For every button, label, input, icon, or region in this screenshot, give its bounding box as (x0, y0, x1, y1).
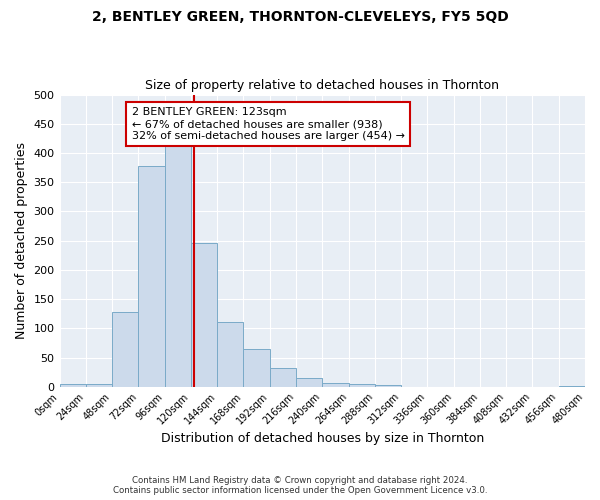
Bar (322, 382, 349, 387)
Bar (164, 142, 191, 387)
Text: 2 BENTLEY GREEN: 123sqm
← 67% of detached houses are smaller (938)
32% of semi-d: 2 BENTLEY GREEN: 123sqm ← 67% of detache… (132, 108, 405, 140)
Bar (244, 349, 270, 387)
Title: Size of property relative to detached houses in Thornton: Size of property relative to detached ho… (145, 79, 499, 92)
Bar (375, 385, 401, 387)
X-axis label: Distribution of detached houses by size in Thornton: Distribution of detached houses by size … (161, 432, 484, 445)
Y-axis label: Number of detached properties: Number of detached properties (15, 142, 28, 339)
Bar (217, 322, 244, 387)
Bar (86, 384, 112, 387)
Bar (139, 166, 164, 387)
Bar (112, 312, 139, 387)
Bar (191, 243, 217, 387)
Bar (59, 384, 86, 387)
Bar (559, 386, 585, 387)
Bar (296, 378, 322, 387)
Text: 2, BENTLEY GREEN, THORNTON-CLEVELEYS, FY5 5QD: 2, BENTLEY GREEN, THORNTON-CLEVELEYS, FY… (92, 10, 508, 24)
Text: Contains HM Land Registry data © Crown copyright and database right 2024.
Contai: Contains HM Land Registry data © Crown c… (113, 476, 487, 495)
Bar (270, 368, 296, 387)
Bar (349, 384, 375, 387)
